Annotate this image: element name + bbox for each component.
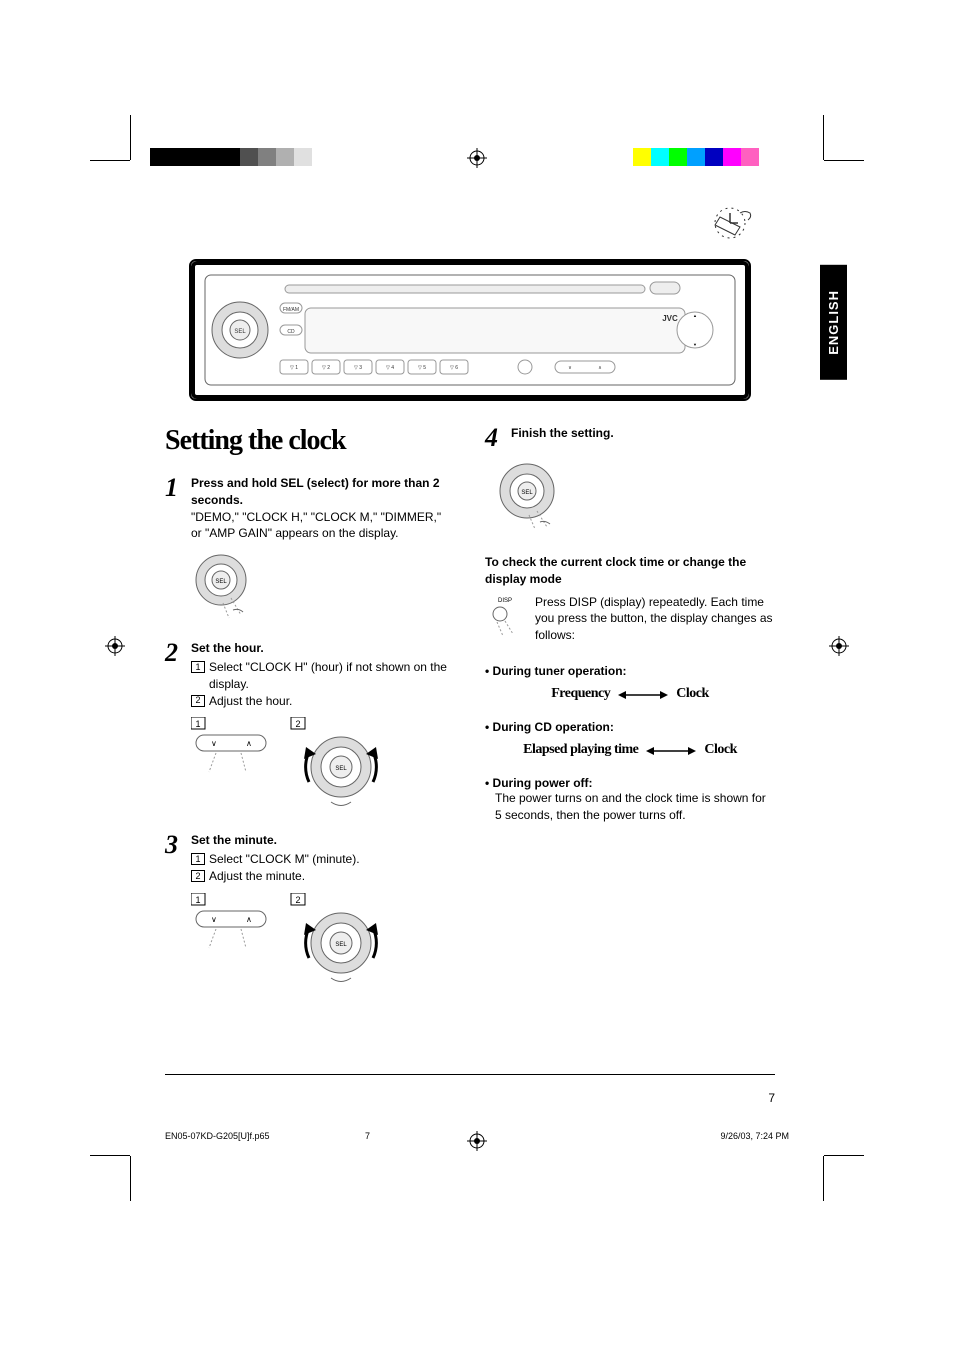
footer-file: EN05-07KD-G205[U]f.p65 [165,1131,270,1141]
svg-text:JVC: JVC [662,314,678,323]
radio-faceplate-illustration: SEL FM/AM CD JVC ▲ ▼ ▽ 1 ▽ 2 ▽ 3 ▽ 4 ▽ 5… [185,255,755,405]
step-number: 4 [485,425,511,451]
svg-text:▽ 3: ▽ 3 [354,365,362,371]
svg-text:SEL: SEL [215,579,227,585]
disp-text: Press DISP (display) repeatedly. Each ti… [535,594,775,644]
step-title: Finish the setting. [511,425,775,442]
hour-adjust-remustustdo-interactable: 1 2 ∨ ∧ SEL [191,717,455,812]
mode-right: Clock [676,686,709,702]
svg-text:1: 1 [195,895,200,905]
footer-rule [165,1074,775,1075]
step-number: 2 [165,640,191,709]
svg-text:▽ 1: ▽ 1 [290,365,298,371]
mode-label: During power off: [485,776,775,790]
mode-label: During CD operation: [485,720,775,734]
double-arrow-icon [618,689,668,699]
section-heading: Setting the clock [165,425,455,457]
power-off-text: The power turns on and the clock time is… [495,790,775,824]
step-1: 1 Press and hold SEL (select) for more t… [165,475,455,542]
registration-mark [829,636,849,656]
substep: 1Select "CLOCK H" (hour) if not shown on… [191,659,455,693]
svg-text:2: 2 [295,895,300,905]
minute-adjust-illustration: 1 2 ∨ ∧ SEL [191,893,455,988]
clock-hand-icon [710,205,760,245]
svg-text:▽ 6: ▽ 6 [450,365,458,371]
mode-left: Elapsed playing time [523,742,638,758]
svg-text:DISP: DISP [498,598,512,604]
disp-button-icon: DISP [485,594,525,644]
substep: 2Adjust the hour. [191,693,455,710]
double-arrow-icon [646,745,696,755]
footer-datetime: 9/26/03, 7:24 PM [720,1131,789,1141]
svg-text:1: 1 [195,719,200,729]
substep: 1Select "CLOCK M" (minute). [191,851,455,868]
svg-text:▽ 4: ▽ 4 [386,365,394,371]
step-title: Press and hold SEL (select) for more tha… [191,475,455,509]
svg-text:▽ 5: ▽ 5 [418,365,426,371]
language-tab: ENGLISH [820,265,847,380]
mode-left: Frequency [551,686,610,702]
svg-text:2: 2 [295,719,300,729]
step-number: 1 [165,475,191,542]
step-3: 3 Set the minute. 1Select "CLOCK M" (min… [165,832,455,884]
mode-right: Clock [704,742,737,758]
step-4: 4 Finish the setting. [485,425,775,451]
power-off-mode: During power off: The power turns on and… [485,776,775,824]
svg-text:SEL: SEL [234,329,246,335]
svg-text:∨: ∨ [568,365,572,371]
step-title: Set the minute. [191,832,455,849]
sel-dial-illustration: SEL [495,459,775,534]
svg-text:SEL: SEL [521,490,533,496]
svg-text:∧: ∧ [246,739,252,748]
registration-mark [467,148,487,168]
footer-metadata: EN05-07KD-G205[U]f.p65 7 9/26/03, 7:24 P… [165,1131,789,1141]
svg-text:▽ 2: ▽ 2 [322,365,330,371]
right-column: 4 Finish the setting. SEL To check the c… [485,425,775,1008]
svg-text:SEL: SEL [335,766,347,772]
step-title: Set the hour. [191,640,455,657]
grayscale-bar [150,148,312,166]
svg-text:FM/AM: FM/AM [283,307,299,313]
registration-mark [105,636,125,656]
tuner-mode: During tuner operation: Frequency Clock [485,664,775,702]
svg-text:▼: ▼ [693,342,697,347]
step-text: "DEMO," "CLOCK H," "CLOCK M," "DIMMER," … [191,509,455,543]
svg-text:∧: ∧ [246,915,252,924]
step-2: 2 Set the hour. 1Select "CLOCK H" (hour)… [165,640,455,709]
color-bar [633,148,759,166]
disp-instruction: DISP Press DISP (display) repeatedly. Ea… [485,594,775,644]
page-number: 7 [768,1091,775,1105]
left-column: Setting the clock 1 Press and hold SEL (… [165,425,455,1008]
sel-dial-illustration: SEL [191,550,455,620]
svg-text:CD: CD [287,329,295,335]
check-clock-heading: To check the current clock time or chang… [485,554,775,588]
substep: 2Adjust the minute. [191,868,455,885]
svg-text:▲: ▲ [693,313,697,318]
mode-label: During tuner operation: [485,664,775,678]
page-content: ENGLISH SEL FM/AM CD JVC ▲ ▼ [165,195,775,1115]
svg-text:∧: ∧ [598,365,602,371]
svg-text:∨: ∨ [211,915,217,924]
step-number: 3 [165,832,191,884]
svg-text:∨: ∨ [211,739,217,748]
footer-page: 7 [365,1131,370,1141]
svg-text:SEL: SEL [335,942,347,948]
cd-mode: During CD operation: Elapsed playing tim… [485,720,775,758]
